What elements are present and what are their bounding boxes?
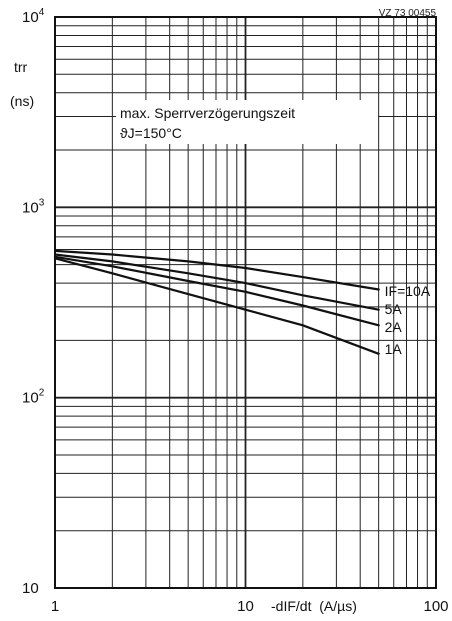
figure-code: VZ 73 00455 (379, 8, 437, 19)
annotation-title: max. Sperrverzögerungszeit (120, 105, 295, 121)
series-line-3 (53, 255, 380, 327)
x-axis-label: -dIF/dt (A/µs) (271, 598, 357, 614)
x-axis-label-background (262, 594, 410, 616)
series-line-4 (53, 257, 380, 355)
y-tick-label: 102 (22, 388, 45, 407)
series-label-2: 5A (385, 301, 403, 317)
series-line-1 (53, 249, 380, 291)
plot-frame (54, 16, 437, 589)
series-label-1: IF=10A (385, 283, 431, 299)
y-axis-label-symbol: trr (14, 59, 28, 75)
y-tick-label: 10 (22, 580, 39, 597)
series-label-4: 1A (385, 341, 403, 357)
x-tick-label: 1 (51, 598, 59, 615)
series-label-3: 2A (385, 319, 403, 335)
y-tick-labels: 10 102 103 104 (22, 7, 45, 597)
x-tick-label: 100 (423, 598, 448, 615)
x-tick-label: 10 (237, 598, 254, 615)
series-lines: IF=10A 5A 2A 1A (53, 249, 431, 357)
y-tick-label: 103 (22, 197, 45, 216)
annotation-temperature: ϑJ=150°C (120, 125, 182, 141)
series-line-2 (53, 253, 380, 311)
y-tick-label: 104 (22, 7, 45, 26)
annotation-background (116, 100, 378, 144)
x-tick-labels: 1 10 100 (51, 598, 449, 615)
y-axis-label-unit: (ns) (10, 93, 34, 109)
